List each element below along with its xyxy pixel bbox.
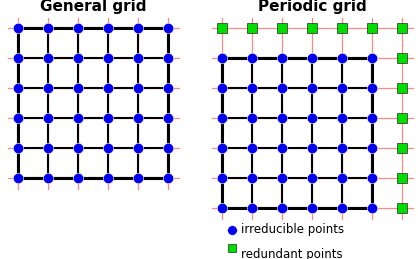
Bar — [222, 58, 372, 208]
Text: General grid: General grid — [40, 0, 146, 14]
Text: redundant points
(periodic replicas): redundant points (periodic replicas) — [241, 248, 347, 259]
Bar — [18, 28, 168, 178]
Text: Periodic grid: Periodic grid — [257, 0, 366, 14]
Text: irreducible points: irreducible points — [241, 224, 344, 236]
